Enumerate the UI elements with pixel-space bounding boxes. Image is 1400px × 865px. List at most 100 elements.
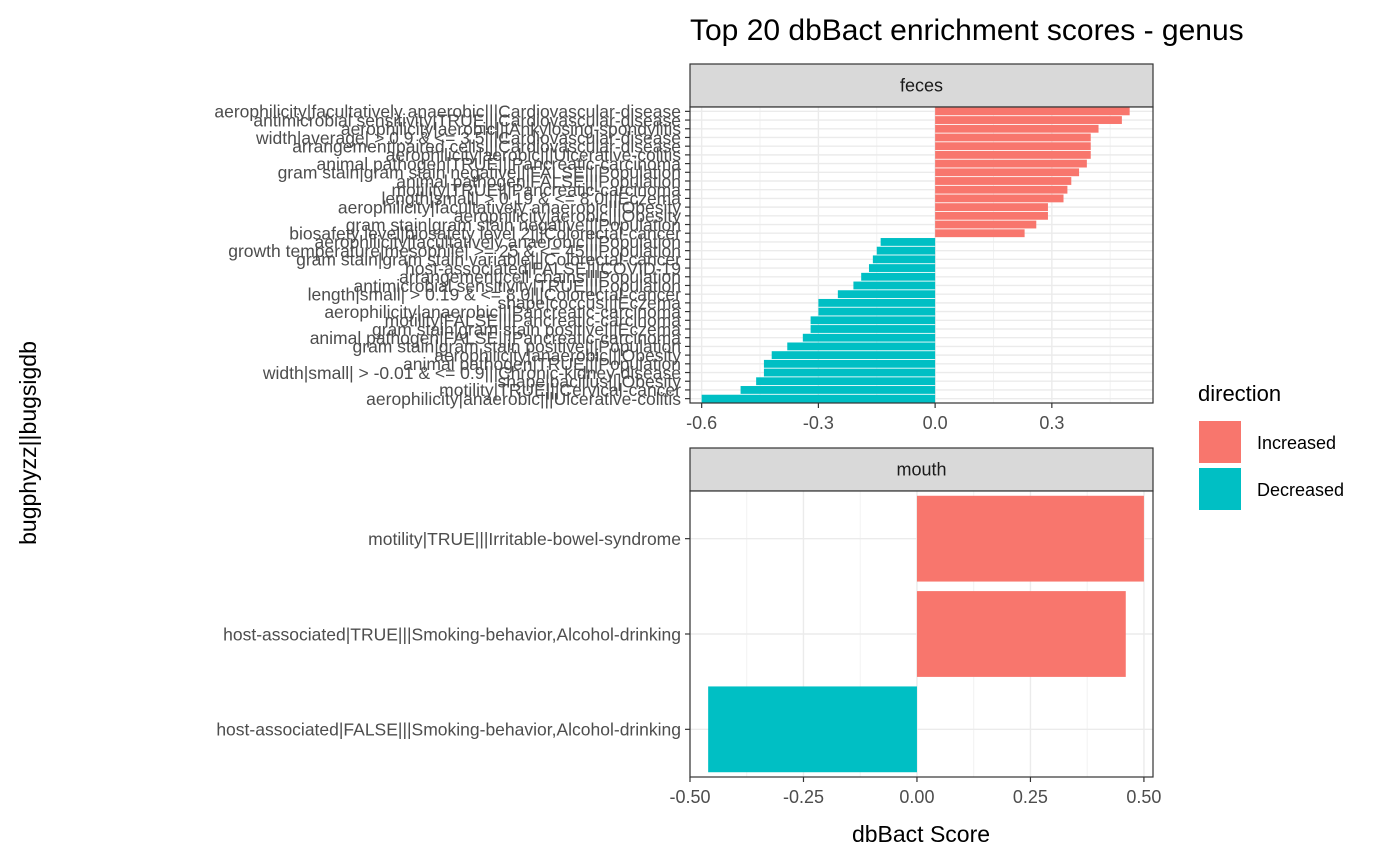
bar xyxy=(935,185,1068,194)
y-tick-label: growth temperature|mesophile| >= 25 & <=… xyxy=(228,241,681,261)
y-tick-label: animal pathogen|TRUE|||Pancreatic-carcin… xyxy=(317,154,682,174)
y-tick-label: gram stain|gram stain negative|||Populat… xyxy=(346,215,681,235)
y-tick-label: host-associated|TRUE|||Smoking-behavior,… xyxy=(223,624,681,644)
panel-border xyxy=(689,106,1154,404)
bar xyxy=(756,377,936,386)
x-tick-label: -0.3 xyxy=(803,413,834,433)
facet-strip-label: mouth xyxy=(896,460,946,480)
y-tick-label: aerophilicity|aerobic|||Ankylosing-spond… xyxy=(341,119,681,139)
bar xyxy=(880,238,936,246)
bar xyxy=(708,686,917,773)
y-tick-label: gram stain|gram stain positive|||Populat… xyxy=(353,337,681,357)
y-tick-label: width|small| > -0.01 & <= 0.9|||Chronic-… xyxy=(262,363,681,383)
y-tick-label: arrangement|paired cells|||Cardiovascula… xyxy=(292,136,681,156)
bar xyxy=(818,307,936,316)
y-tick-label: aerophilicity|anaerobic|||Ulcerative-col… xyxy=(366,389,681,409)
legend-title: direction xyxy=(1198,381,1281,406)
bar xyxy=(837,290,936,299)
bar xyxy=(935,211,1048,220)
bar xyxy=(818,298,936,307)
y-tick-label: gram stain|gram stain negative|||FALSE||… xyxy=(278,163,681,183)
bar xyxy=(916,591,1126,677)
bar xyxy=(771,351,936,360)
bar xyxy=(701,394,936,403)
x-tick-label: 0.50 xyxy=(1126,787,1161,807)
y-tick-label: aerophilicity|aerobic|||Ulcerative-colit… xyxy=(386,145,682,165)
y-tick-label: gram stain|gram stain variable|||Colorec… xyxy=(296,250,681,270)
bar xyxy=(935,133,1091,142)
chart-title: Top 20 dbBact enrichment scores - genus xyxy=(690,14,1244,47)
y-tick-label: shape|coccus|||Eczema xyxy=(497,293,681,313)
y-tick-label: motility|TRUE|||Cervical-cancer xyxy=(439,380,681,400)
x-tick-label: 0.25 xyxy=(1013,787,1048,807)
legend-label-decreased: Decreased xyxy=(1257,480,1344,500)
y-tick-label: antimicrobial sensitivity|TRUE|||Cardiov… xyxy=(253,110,681,130)
bar xyxy=(740,386,936,394)
y-tick-label: motility|TRUE|||Irritable-bowel-syndrome xyxy=(368,529,681,549)
bar xyxy=(935,124,1099,133)
panel-mouth: mouth motility|TRUE|||Irritable-bowel-syn… xyxy=(216,447,1161,807)
y-tick-label: host-associated|FALSE|||COVID-19 xyxy=(405,258,681,278)
y-tick-label: motility|FALSE|||Pancreatic-carcinoma xyxy=(385,311,682,331)
panels-layer: feces aerophilicity|facultatively anaerob… xyxy=(214,63,1161,807)
y-tick-label: animal pathogen|FALSE|||Population xyxy=(396,171,681,191)
bar xyxy=(935,159,1087,168)
bar xyxy=(935,203,1048,212)
x-tick-label: -0.6 xyxy=(686,413,717,433)
bar xyxy=(853,281,936,290)
y-tick-label: aerophilicity|facultatively anaerobic|||… xyxy=(338,197,681,217)
y-tick-label: length|small| > 0.19 & <= 8.0|||Eczema xyxy=(382,189,682,209)
panel-feces: feces aerophilicity|facultatively anaerob… xyxy=(214,63,1154,433)
x-tick-label: 0.0 xyxy=(923,413,948,433)
bar xyxy=(935,142,1091,151)
bar xyxy=(810,316,936,325)
bar xyxy=(935,107,1130,116)
facet-strip-label: feces xyxy=(900,76,943,96)
bar xyxy=(935,194,1064,203)
y-tick-label: width|average| > 0.9 & <= 3.5|||Cardiova… xyxy=(255,128,681,148)
bar xyxy=(935,177,1072,185)
bar xyxy=(868,264,936,272)
bar xyxy=(935,220,1037,229)
y-tick-label: aerophilicity|anaerobic|||Obesity xyxy=(434,345,681,365)
y-tick-label: host-associated|FALSE|||Smoking-behavior… xyxy=(216,720,681,740)
facet-strip xyxy=(689,63,1154,108)
y-tick-label: aerophilicity|aerobic|||Obesity xyxy=(454,206,682,226)
y-tick-label: aerophilicity|facultatively anaerobic|||… xyxy=(315,232,681,252)
bar xyxy=(916,495,1144,582)
bar xyxy=(935,150,1091,159)
bar xyxy=(872,255,936,264)
y-tick-label: antimicrobial sensitivity|TRUE|||Populat… xyxy=(354,276,681,296)
legend-swatch-decreased xyxy=(1199,468,1241,510)
bar xyxy=(935,229,1025,238)
x-tick-label: -0.25 xyxy=(783,787,824,807)
x-axis-title: dbBact Score xyxy=(852,821,990,847)
y-tick-label: animal pathogen|TRUE|||Population xyxy=(403,354,681,374)
bar xyxy=(810,325,936,333)
bar xyxy=(787,342,936,351)
bar xyxy=(935,168,1080,177)
x-tick-label: 0.3 xyxy=(1039,413,1064,433)
bar xyxy=(876,246,936,255)
y-tick-label: animal pathogen|FALSE|||Pancreatic-carci… xyxy=(310,328,682,348)
y-tick-label: shape|bacillus|||Obesity xyxy=(497,372,681,392)
bar xyxy=(763,368,936,377)
y-tick-label: gram stain|gram stain positive|||Eczema xyxy=(372,319,681,339)
y-tick-label: arrangement|cell chains|||Population xyxy=(399,267,681,287)
bar xyxy=(935,116,1122,124)
legend-label-increased: Increased xyxy=(1257,433,1336,453)
bar xyxy=(861,272,936,281)
y-tick-label: aerophilicity|anaerobic|||Pancreatic-car… xyxy=(324,302,681,322)
legend: direction Increased Decreased xyxy=(1198,381,1344,510)
bar xyxy=(802,333,936,342)
y-tick-label: length|small| > 0.19 & <= 8.0|||Colorect… xyxy=(308,284,682,304)
x-tick-label: -0.50 xyxy=(669,787,710,807)
y-axis-title: bugphyzz||bugsigdb xyxy=(15,341,41,545)
y-tick-label: motility|TRUE|||Pancreatic-carcinoma xyxy=(391,180,681,200)
legend-swatch-increased xyxy=(1199,421,1241,463)
y-tick-label: aerophilicity|facultatively anaerobic|||… xyxy=(214,102,681,122)
x-tick-label: 0.00 xyxy=(899,787,934,807)
y-tick-label: biosafety level|biosafety level 2|||Colo… xyxy=(289,224,681,244)
bar xyxy=(763,359,936,368)
